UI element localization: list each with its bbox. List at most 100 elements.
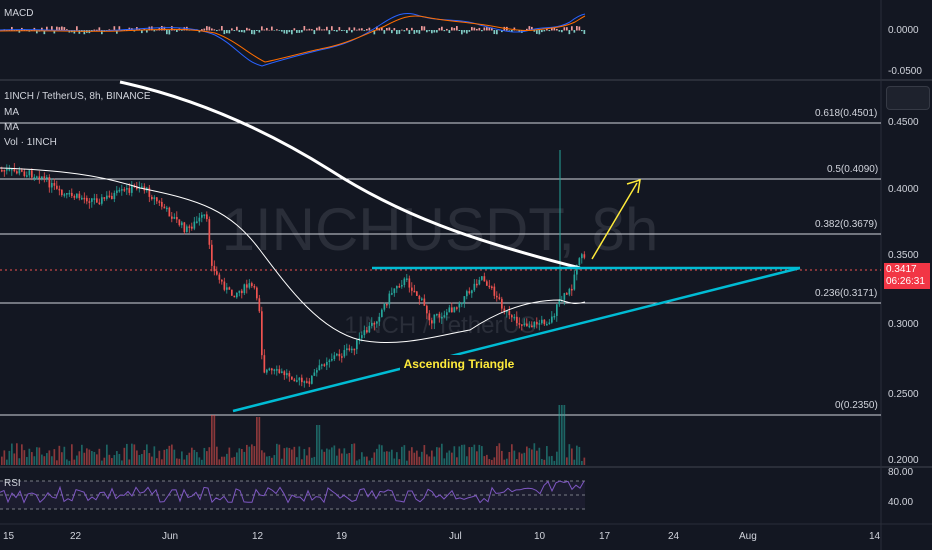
candle <box>88 201 91 203</box>
candle <box>208 219 211 245</box>
macd-hist-bar <box>116 30 118 34</box>
candle <box>48 177 51 188</box>
macd-hist-bar <box>461 30 463 35</box>
macd-hist-bar <box>211 28 213 31</box>
candle <box>253 285 256 288</box>
volume-bar <box>216 446 218 465</box>
candle <box>306 381 308 383</box>
macd-hist-bar <box>201 29 203 31</box>
macd-hist-bar <box>341 30 343 32</box>
candle <box>201 214 203 218</box>
fib-label-0: 0(0.2350) <box>835 400 878 411</box>
time-tick: 17 <box>599 531 611 542</box>
macd-hist-bar <box>448 30 451 34</box>
macd-hist-bar <box>406 28 408 31</box>
ma-legend[interactable]: MA <box>4 122 19 133</box>
macd-hist-bar <box>168 30 171 35</box>
candle <box>353 348 356 351</box>
macd-hist-bar <box>63 27 66 31</box>
candle <box>56 185 58 189</box>
volume-bar <box>288 447 291 465</box>
scale-button[interactable] <box>886 86 930 110</box>
macd-hist-bar <box>468 30 471 32</box>
volume-bar <box>273 455 276 465</box>
candle <box>351 348 353 351</box>
candle <box>356 339 358 350</box>
macd-hist-bar <box>363 30 366 31</box>
volume-bar <box>33 456 36 465</box>
macd-hist-bar <box>528 26 531 31</box>
volume-bar <box>368 460 371 465</box>
candle <box>406 278 408 280</box>
time-tick: 14 <box>869 531 881 542</box>
rsi-tick: 80.00 <box>888 467 914 478</box>
candle <box>313 372 316 376</box>
macd-hist-bar <box>526 28 528 31</box>
macd-hist-bar <box>76 26 78 31</box>
macd-hist-bar <box>488 27 491 31</box>
ma-legend[interactable]: MA <box>4 107 19 118</box>
candle <box>578 258 581 266</box>
candle <box>506 310 508 313</box>
macd-hist-bar <box>161 26 163 31</box>
volume-bar <box>196 452 198 465</box>
volume-bar <box>448 450 451 465</box>
candle <box>316 370 318 373</box>
volume-bar <box>151 456 153 465</box>
candle <box>418 295 421 300</box>
macd-hist-bar <box>478 27 481 31</box>
macd-hist-bar <box>96 29 98 31</box>
macd-hist-bar <box>313 30 316 35</box>
candle <box>321 364 323 366</box>
candle <box>493 286 496 296</box>
volume-bar <box>316 425 318 465</box>
volume-bar <box>578 446 581 465</box>
candle <box>511 315 513 318</box>
candle <box>488 285 491 288</box>
macd-hist-bar <box>396 30 398 35</box>
candle <box>496 295 498 298</box>
volume-bar <box>283 448 286 465</box>
macd-hist-bar <box>331 26 333 31</box>
volume-legend[interactable]: Vol · 1INCH <box>4 137 57 148</box>
candle <box>581 254 583 259</box>
macd-hist-bar <box>443 30 446 32</box>
macd-hist-bar <box>153 30 156 32</box>
volume-bar <box>88 449 91 465</box>
volume-bar <box>263 452 266 465</box>
volume-bar <box>416 450 418 465</box>
candle <box>196 221 198 223</box>
volume-bar <box>18 458 21 465</box>
volume-bar <box>188 452 191 465</box>
candle <box>131 185 133 193</box>
volume-bar <box>496 446 498 465</box>
volume-bar <box>243 451 246 465</box>
volume-bar <box>393 458 396 465</box>
volume-bar <box>441 443 443 465</box>
volume-bar <box>158 450 161 465</box>
candle <box>141 186 143 188</box>
volume-bar <box>198 457 201 465</box>
macd-hist-bar <box>413 30 416 34</box>
candle <box>233 295 236 298</box>
volume-bar <box>161 459 163 465</box>
macd-hist-bar <box>326 26 328 31</box>
volume-bar <box>206 451 208 465</box>
macd-hist-bar <box>446 28 448 31</box>
volume-bar <box>156 458 158 465</box>
macd-hist-bar <box>426 30 428 33</box>
volume-bar <box>191 447 193 465</box>
volume-bar <box>121 460 123 465</box>
candle <box>548 322 551 325</box>
volume-bar <box>293 446 296 465</box>
candle <box>271 368 273 371</box>
volume-bar <box>276 443 278 465</box>
volume-bar <box>358 459 361 465</box>
volume-bar <box>248 446 251 465</box>
volume-bar <box>81 444 83 465</box>
volume-bar <box>343 448 346 465</box>
candle <box>433 314 436 324</box>
macd-hist-bar <box>206 26 208 31</box>
volume-bar <box>93 451 96 465</box>
